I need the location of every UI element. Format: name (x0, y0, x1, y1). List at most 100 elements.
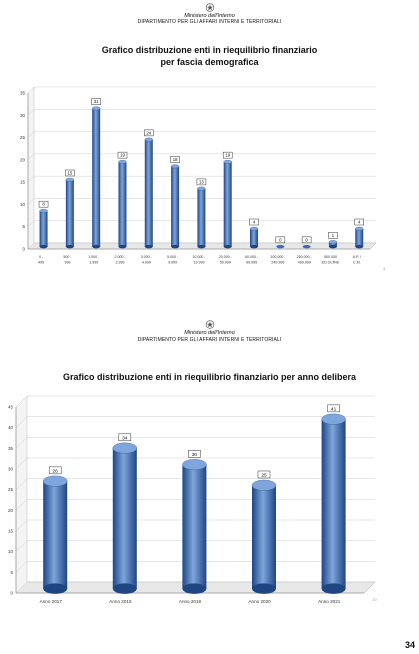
bar-base (182, 583, 207, 594)
bar-top (118, 160, 127, 164)
x-tick-label: 3.000 - (141, 255, 153, 259)
data-label-box (328, 232, 338, 239)
bar-base (355, 244, 364, 249)
x-tick-label: C.M. (353, 261, 361, 265)
bar-top (112, 442, 137, 454)
x-tick-label: 99.999 (246, 261, 257, 265)
bar-top (355, 226, 364, 231)
bar-base (223, 244, 232, 249)
slide-number: 3 (383, 266, 386, 271)
bar-top (92, 106, 101, 111)
gridline (15, 478, 375, 490)
data-label: 18 (173, 157, 178, 162)
bar (328, 242, 337, 247)
y-tick-label: 5 (22, 224, 25, 229)
data-label: 25 (261, 472, 267, 478)
y-tick-label: 0 (10, 591, 13, 596)
x-tick-label: 20.000 - (219, 255, 233, 259)
data-label-box (257, 470, 271, 479)
y-tick-label: 0 (22, 247, 25, 252)
bar (276, 244, 285, 249)
chart1-title-line2: per fascia demografica (160, 57, 259, 67)
gridline (27, 175, 376, 183)
x-tick-label: 999 (64, 261, 70, 265)
gridline (15, 395, 375, 408)
y-tick-label: 35 (8, 446, 14, 451)
bar (182, 464, 207, 589)
x-tick-label: 250.000 - (297, 255, 313, 259)
data-label-box (222, 151, 233, 159)
x-tick-label: Anno 2019 (179, 599, 202, 604)
page-number: 34 (404, 640, 415, 650)
bar-base (171, 244, 180, 249)
slide-demographic: Ministero dell'Interno DIPARTIMENTO PER … (0, 0, 419, 290)
bar-base (321, 583, 346, 594)
data-label: 30 (192, 452, 198, 458)
gridline (27, 220, 376, 227)
data-label-box (188, 450, 201, 458)
bar (92, 108, 101, 247)
bar-top (43, 475, 68, 487)
bar-base (197, 244, 206, 249)
data-label-box (275, 236, 286, 244)
bar-top (249, 226, 259, 231)
gridline (27, 109, 376, 116)
x-tick-label: 10.000 - (192, 255, 206, 259)
bar (118, 161, 127, 247)
bar (43, 481, 68, 589)
data-label: 0 (279, 237, 282, 242)
data-label-box (144, 129, 154, 137)
data-label: 0 (305, 237, 308, 242)
x-tick-label: 500.000 (324, 255, 337, 259)
data-label-box (354, 218, 364, 226)
bar-top (321, 413, 346, 425)
department-name: DIPARTIMENTO PER GLI AFFARI INTERNI E TE… (137, 337, 282, 343)
x-tick-label: Anno 2020 (248, 599, 271, 604)
bar (355, 228, 364, 247)
gridline (27, 198, 376, 205)
department-name: DIPARTIMENTO PER GLI AFFARI INTERNI E TE… (137, 19, 282, 25)
x-tick-label: 2.000 - (114, 255, 126, 259)
republic-emblem-icon (205, 3, 214, 12)
data-label: 31 (94, 99, 99, 104)
x-tick-label: 1.000 - (88, 255, 100, 259)
x-tick-label: 499.999 (298, 261, 311, 265)
bar-top (328, 240, 338, 245)
data-label-box (249, 218, 259, 226)
x-tick-label: Anno 2021 (318, 599, 341, 604)
x-tick-label: 19.999 (194, 261, 205, 265)
data-label-box (170, 156, 180, 163)
bar (65, 179, 74, 247)
y-tick-label: 35 (20, 91, 26, 96)
data-label: 19 (120, 153, 125, 158)
bar-top (197, 186, 206, 191)
data-label: 13 (199, 179, 204, 184)
y-tick-label: 20 (8, 508, 14, 513)
data-label-box (65, 169, 75, 177)
bar-base (92, 244, 101, 249)
gridline (27, 131, 376, 138)
bar-base (118, 244, 127, 249)
y-tick-label: 15 (8, 529, 14, 534)
y-tick-label: 25 (8, 487, 14, 492)
bar-base (252, 583, 276, 594)
y-tick-label: 10 (20, 202, 26, 207)
y-tick-label: 30 (8, 467, 14, 472)
x-tick-label: 249.999 (271, 261, 284, 265)
year-bar-chart: 0 5 10 15 20 25 30 35 40 45 26 Anno 2017 34 Anno 2018… (8, 395, 376, 604)
x-tick-label: 0 - (39, 255, 44, 259)
side-wall (15, 395, 28, 594)
bar-top (144, 137, 153, 142)
y-tick-label: 15 (20, 180, 26, 185)
chart2-title: Grafico distribuzione enti in riequilibr… (62, 372, 357, 382)
bar-top (223, 160, 232, 164)
x-tick-label: 1.999 (89, 261, 98, 265)
data-label-box (38, 200, 49, 208)
bar (171, 166, 180, 247)
bar-top (251, 479, 277, 491)
data-label: 1 (332, 233, 335, 238)
x-tick-label: ED OLTRE (322, 261, 340, 265)
y-tick-label: 40 (8, 425, 14, 430)
bar (197, 188, 206, 247)
